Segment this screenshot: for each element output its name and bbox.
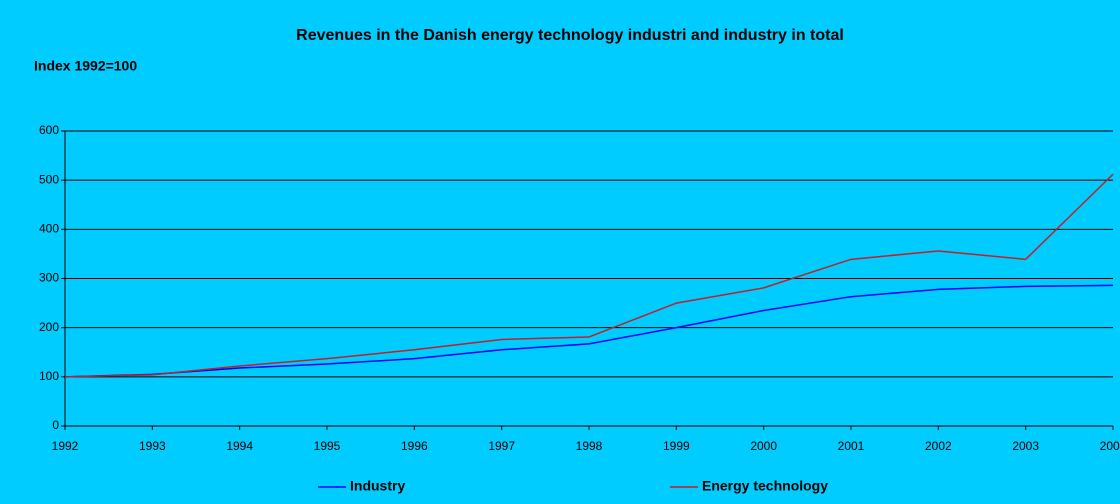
x-tick-label: 2002 <box>925 439 952 453</box>
legend-label: Industry <box>350 478 405 494</box>
x-tick-label: 1996 <box>401 439 428 453</box>
y-tick-label: 400 <box>39 222 59 236</box>
chart-title: Revenues in the Danish energy technology… <box>296 27 844 44</box>
series-line <box>64 173 1114 378</box>
x-tick-label: 2000 <box>750 439 777 453</box>
x-tick-label: 1994 <box>226 439 253 453</box>
y-tick-label: 200 <box>39 320 59 334</box>
x-tick-label: 2001 <box>838 439 865 453</box>
y-axis-label: Index 1992=100 <box>34 58 137 74</box>
legend-label: Energy technology <box>702 478 828 494</box>
x-tick-label: 1992 <box>52 439 79 453</box>
x-tick-label: 1995 <box>314 439 341 453</box>
x-tick-label: 2004 <box>1100 439 1120 453</box>
y-tick-label: 100 <box>39 369 59 383</box>
y-tick-label: 300 <box>39 271 59 285</box>
y-tick-label: 600 <box>39 123 59 137</box>
x-tick-label: 2003 <box>1012 439 1039 453</box>
x-tick-label: 1999 <box>663 439 690 453</box>
x-tick-label: 1998 <box>576 439 603 453</box>
y-tick-label: 500 <box>39 172 59 186</box>
x-tick-label: 1993 <box>139 439 166 453</box>
x-tick-label: 1997 <box>488 439 515 453</box>
series-line <box>64 284 1114 378</box>
y-tick-label: 0 <box>52 418 59 432</box>
